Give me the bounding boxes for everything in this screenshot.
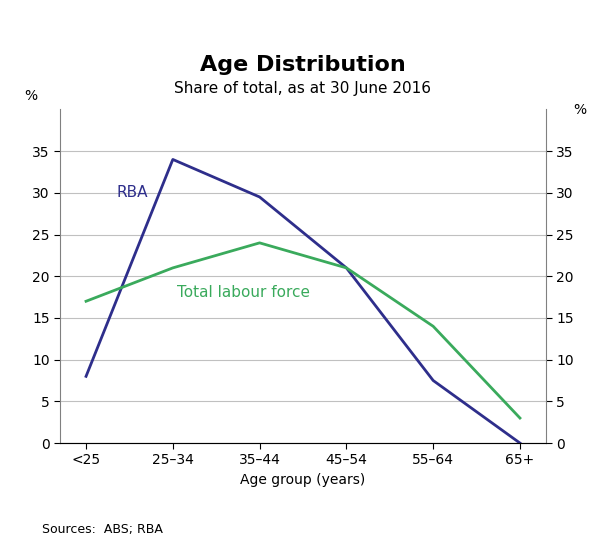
Y-axis label: %: % [24,89,37,103]
Title: Age Distribution: Age Distribution [200,55,406,74]
Text: Total labour force: Total labour force [177,285,310,300]
X-axis label: Age group (years): Age group (years) [241,473,365,487]
Y-axis label: %: % [574,103,587,117]
Text: RBA: RBA [116,185,148,200]
Text: Share of total, as at 30 June 2016: Share of total, as at 30 June 2016 [175,81,431,96]
Text: Sources:  ABS; RBA: Sources: ABS; RBA [42,523,163,536]
